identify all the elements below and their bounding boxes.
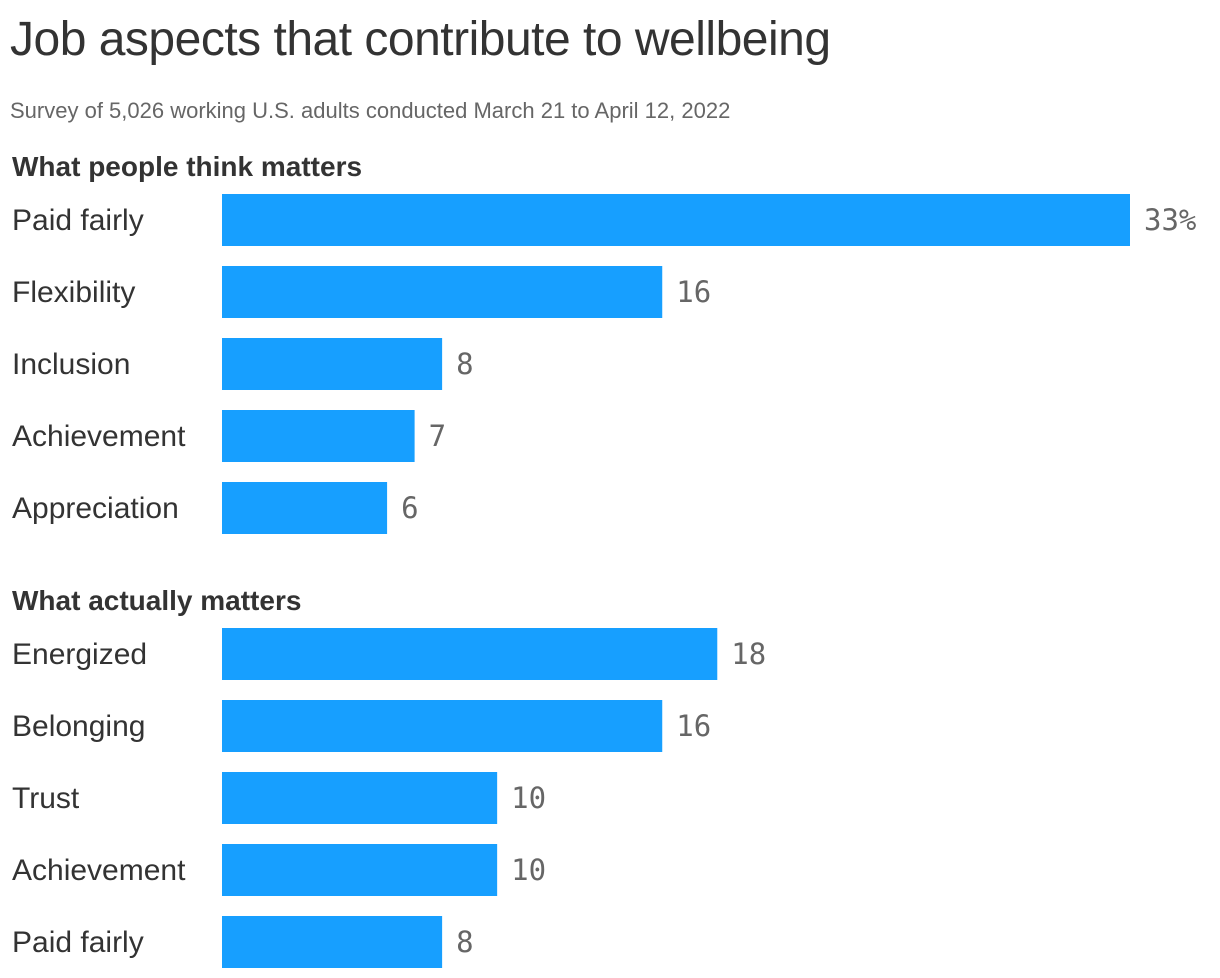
value-label: 33% [1144, 203, 1196, 237]
chart-subtitle: Survey of 5,026 working U.S. adults cond… [10, 98, 731, 123]
category-label: Appreciation [12, 492, 179, 525]
bar [222, 338, 443, 390]
bar [222, 482, 388, 534]
value-label: 8 [456, 925, 473, 959]
bar [222, 772, 498, 824]
bar [222, 700, 663, 752]
bar [222, 410, 415, 462]
bar [222, 628, 718, 680]
value-label: 18 [731, 637, 766, 671]
category-label: Achievement [12, 420, 186, 453]
category-label: Paid fairly [12, 926, 144, 959]
bar [222, 916, 443, 968]
category-label: Paid fairly [12, 204, 144, 237]
value-label: 16 [676, 275, 711, 309]
category-label: Energized [12, 638, 147, 671]
bar [222, 844, 498, 896]
panel-perceived: What people think matters Paid fairly 33% F… [12, 151, 1196, 534]
category-label: Achievement [12, 854, 186, 887]
panel-heading-actual: What actually matters [12, 585, 301, 616]
value-label: 16 [676, 709, 711, 743]
category-label: Belonging [12, 710, 145, 743]
panel-actual: What actually matters Energized 18 Belongin… [12, 585, 766, 968]
bar [222, 194, 1130, 246]
chart-title: Job aspects that contribute to wellbeing [10, 13, 831, 66]
category-label: Inclusion [12, 348, 130, 381]
value-label: 6 [401, 491, 418, 525]
value-label: 10 [511, 853, 546, 887]
value-label: 10 [511, 781, 546, 815]
panel-heading-perceived: What people think matters [12, 151, 362, 182]
category-label: Flexibility [12, 276, 135, 309]
bar [222, 266, 663, 318]
value-label: 7 [429, 419, 446, 453]
category-label: Trust [12, 782, 80, 815]
value-label: 8 [456, 347, 473, 381]
